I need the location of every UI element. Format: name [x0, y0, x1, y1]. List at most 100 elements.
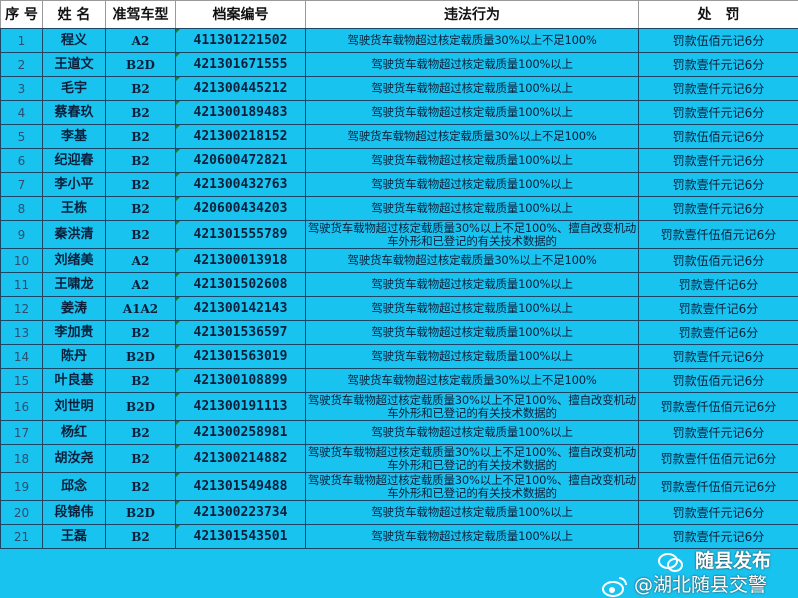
name-cell: 李小平	[42, 172, 106, 197]
license-type-cell: B2	[105, 220, 176, 249]
row-number: 15	[0, 368, 43, 393]
header-license-type: 准驾车型	[105, 0, 176, 29]
violation-cell: 驾驶货车载物超过核定载质量30%以上不足100%	[305, 28, 639, 53]
file-number-cell: 420600434203	[175, 196, 306, 221]
violation-cell: 驾驶货车载物超过核定载质量30%以上不足100%	[305, 248, 639, 273]
penalty-cell: 罚款壹仟元记6分	[638, 196, 798, 221]
row-number: 3	[0, 76, 43, 101]
license-type-cell: B2	[105, 444, 176, 473]
table-row: 3 毛宇 B2 421300445212 驾驶货车载物超过核定载质量100%以上 罚款壹仟…	[0, 76, 798, 101]
table-row: 7 李小平 B2 421300432763 驾驶货车载物超过核定载质量100%以上 罚款壹…	[0, 172, 798, 197]
file-number-cell: 421300191113	[175, 392, 306, 421]
row-number: 5	[0, 124, 43, 149]
violation-cell: 驾驶货车载物超过核定载质量30%以上不足100%	[305, 368, 639, 393]
file-number-cell: 420600472821	[175, 148, 306, 173]
row-number: 21	[0, 524, 43, 549]
name-cell: 程义	[42, 28, 106, 53]
file-number-cell: 421300214882	[175, 444, 306, 473]
violation-cell: 驾驶货车载物超过核定载质量30%以上不足100%、擅自改变机动车外形和已登记的有…	[305, 392, 639, 421]
penalty-cell: 罚款壹仟元记6分	[638, 76, 798, 101]
penalty-cell: 罚款壹仟元记6分	[638, 524, 798, 549]
file-number-cell: 421300445212	[175, 76, 306, 101]
file-number-cell: 411301221502	[175, 28, 306, 53]
file-number-cell: 421301549488	[175, 472, 306, 501]
table-row: 1 程义 A2 411301221502 驾驶货车载物超过核定载质量30%以上不足100…	[0, 28, 798, 53]
license-type-cell: B2	[105, 196, 176, 221]
row-number: 6	[0, 148, 43, 173]
name-cell: 王道文	[42, 52, 106, 77]
name-cell: 王啸龙	[42, 272, 106, 297]
table-row: 19 邱念 B2 421301549488 驾驶货车载物超过核定载质量30%以上不足10…	[0, 472, 798, 501]
name-cell: 王磊	[42, 524, 106, 549]
violation-cell: 驾驶货车载物超过核定载质量100%以上	[305, 76, 639, 101]
license-type-cell: A2	[105, 248, 176, 273]
name-cell: 李基	[42, 124, 106, 149]
violation-cell: 驾驶货车载物超过核定载质量100%以上	[305, 196, 639, 221]
name-cell: 段锦伟	[42, 500, 106, 525]
file-number-cell: 421300258981	[175, 420, 306, 445]
weibo-icon	[602, 577, 627, 597]
table-row: 13 李加贵 B2 421301536597 驾驶货车载物超过核定载质量100%以上 罚款…	[0, 320, 798, 345]
penalty-table: 序 号 姓 名 准驾车型 档案编号 违法行为 处 罚 1 程义 A2 41130122…	[0, 0, 798, 549]
table-row: 17 杨红 B2 421300258981 驾驶货车载物超过核定载质量100%以上 罚款壹…	[0, 420, 798, 445]
violation-cell: 驾驶货车载物超过核定载质量30%以上不足100%	[305, 124, 639, 149]
name-cell: 叶良基	[42, 368, 106, 393]
license-type-cell: B2	[105, 124, 176, 149]
file-number-cell: 421300223734	[175, 500, 306, 525]
violation-cell: 驾驶货车载物超过核定载质量100%以上	[305, 500, 639, 525]
table-row: 21 王磊 B2 421301543501 驾驶货车载物超过核定载质量100%以上 罚款壹…	[0, 524, 798, 549]
header-row: 序 号 姓 名 准驾车型 档案编号 违法行为 处 罚	[0, 0, 798, 29]
name-cell: 蔡春玖	[42, 100, 106, 125]
file-number-cell: 421300142143	[175, 296, 306, 321]
penalty-cell: 罚款壹仟元记6分	[638, 52, 798, 77]
weibo-account-text: @湖北随县交警	[634, 574, 768, 596]
row-number: 8	[0, 196, 43, 221]
license-type-cell: B2	[105, 524, 176, 549]
license-type-cell: B2	[105, 172, 176, 197]
table-row: 2 王道文 B2D 421301671555 驾驶货车载物超过核定载质量100%以上 罚款…	[0, 52, 798, 77]
row-number: 20	[0, 500, 43, 525]
file-number-cell: 421301555789	[175, 220, 306, 249]
penalty-cell: 罚款伍佰元记6分	[638, 368, 798, 393]
license-type-cell: B2	[105, 320, 176, 345]
row-number: 13	[0, 320, 43, 345]
penalty-cell: 罚款壹仟元记6分	[638, 344, 798, 369]
penalty-cell: 罚款伍佰元记6分	[638, 248, 798, 273]
wechat-icon	[658, 553, 683, 572]
table-row: 8 王栋 B2 420600434203 驾驶货车载物超过核定载质量100%以上 罚款壹仟…	[0, 196, 798, 221]
name-cell: 纪迎春	[42, 148, 106, 173]
name-cell: 刘世明	[42, 392, 106, 421]
row-number: 7	[0, 172, 43, 197]
file-number-cell: 421301563019	[175, 344, 306, 369]
name-cell: 陈丹	[42, 344, 106, 369]
license-type-cell: A1A2	[105, 296, 176, 321]
row-number: 12	[0, 296, 43, 321]
penalty-cell: 罚款壹仟记6分	[638, 272, 798, 297]
row-number: 14	[0, 344, 43, 369]
table-row: 6 纪迎春 B2 420600472821 驾驶货车载物超过核定载质量100%以上 罚款壹…	[0, 148, 798, 173]
name-cell: 王栋	[42, 196, 106, 221]
table-row: 9 秦洪清 B2 421301555789 驾驶货车载物超过核定载质量30%以上不足10…	[0, 220, 798, 249]
table-row: 18 胡汝尧 B2 421300214882 驾驶货车载物超过核定载质量30%以上不足1…	[0, 444, 798, 473]
name-cell: 李加贵	[42, 320, 106, 345]
violation-cell: 驾驶货车载物超过核定载质量100%以上	[305, 172, 639, 197]
violation-cell: 驾驶货车载物超过核定载质量100%以上	[305, 320, 639, 345]
penalty-cell: 罚款伍佰元记6分	[638, 28, 798, 53]
violation-cell: 驾驶货车载物超过核定载质量30%以上不足100%、擅自改变机动车外形和已登记的有…	[305, 472, 639, 501]
row-number: 1	[0, 28, 43, 53]
violation-cell: 驾驶货车载物超过核定载质量30%以上不足100%、擅自改变机动车外形和已登记的有…	[305, 220, 639, 249]
row-number: 9	[0, 220, 43, 249]
header-file-number: 档案编号	[175, 0, 306, 29]
table-row: 12 姜涛 A1A2 421300142143 驾驶货车载物超过核定载质量100%以上罚…	[0, 296, 798, 321]
penalty-cell: 罚款壹仟元记6分	[638, 420, 798, 445]
file-number-cell: 421300218152	[175, 124, 306, 149]
row-number: 19	[0, 472, 43, 501]
table-row: 14 陈丹 B2D 421301563019 驾驶货车载物超过核定载质量100%以上 罚款…	[0, 344, 798, 369]
violation-cell: 驾驶货车载物超过核定载质量100%以上	[305, 296, 639, 321]
violation-cell: 驾驶货车载物超过核定载质量100%以上	[305, 148, 639, 173]
file-number-cell: 421301502608	[175, 272, 306, 297]
license-type-cell: B2	[105, 148, 176, 173]
name-cell: 胡汝尧	[42, 444, 106, 473]
row-number: 11	[0, 272, 43, 297]
violation-cell: 驾驶货车载物超过核定载质量100%以上	[305, 52, 639, 77]
